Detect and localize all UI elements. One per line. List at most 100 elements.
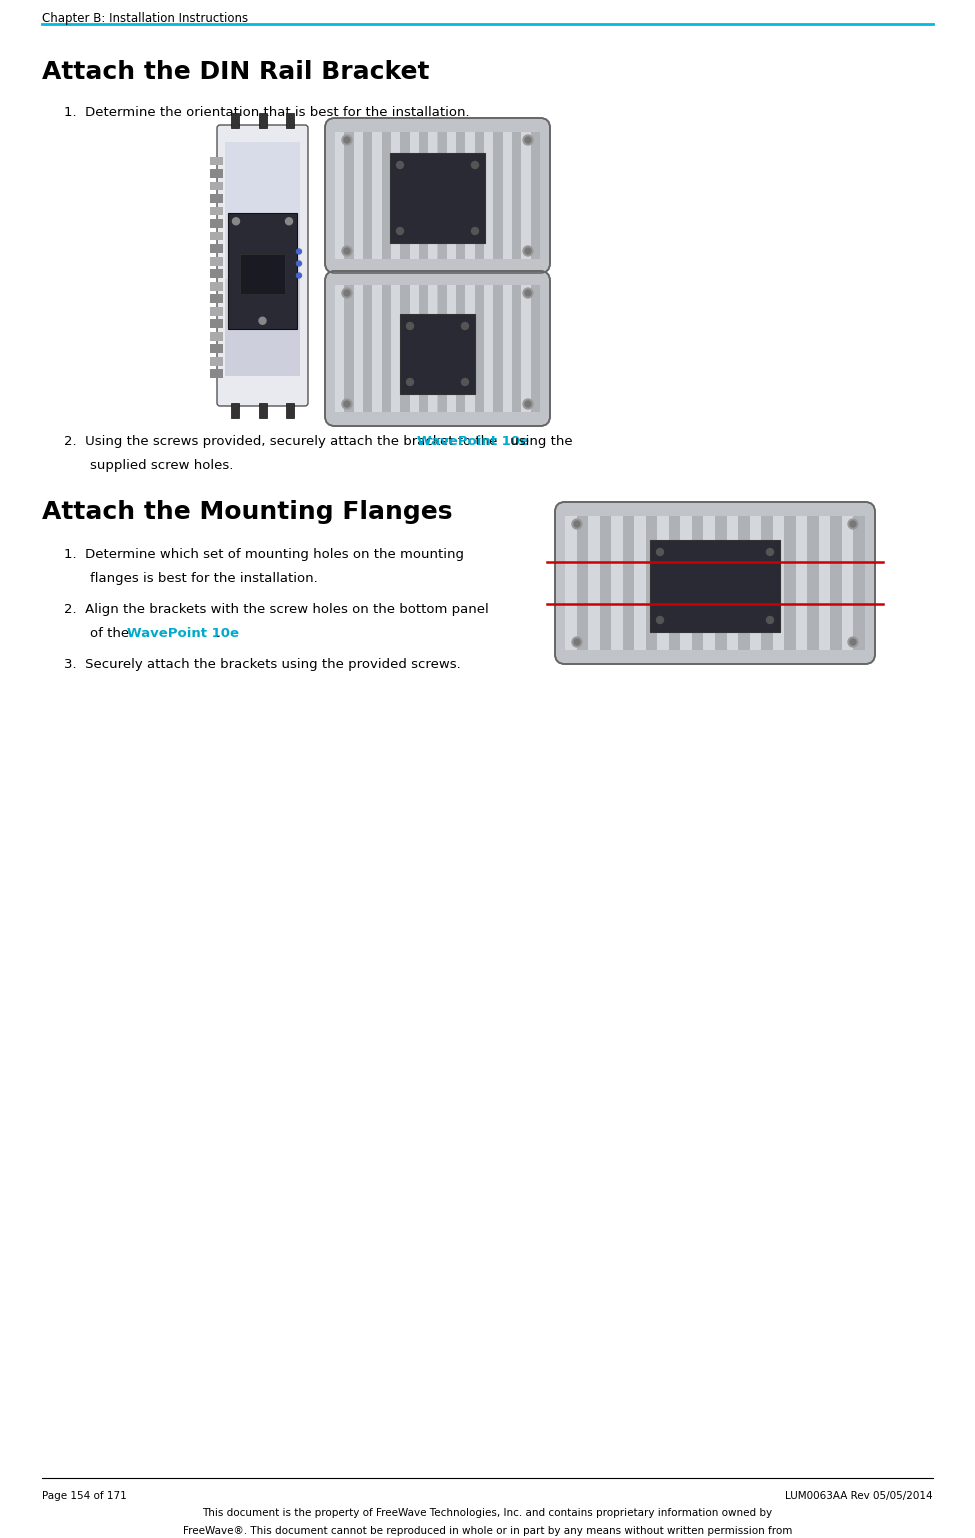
Bar <box>228 214 297 329</box>
Ellipse shape <box>572 637 582 647</box>
Ellipse shape <box>397 161 404 169</box>
Bar <box>650 540 780 632</box>
Bar <box>475 285 485 412</box>
Ellipse shape <box>407 323 413 329</box>
Bar <box>210 320 223 328</box>
Bar <box>773 517 784 651</box>
Bar <box>428 285 438 412</box>
Bar <box>410 285 419 412</box>
Bar <box>210 269 223 278</box>
Ellipse shape <box>461 323 469 329</box>
Bar <box>210 232 223 240</box>
Ellipse shape <box>574 638 580 644</box>
Bar <box>354 132 363 258</box>
Bar <box>512 132 522 258</box>
Bar <box>645 517 657 651</box>
Bar <box>258 112 266 128</box>
Bar <box>784 517 796 651</box>
Bar <box>372 132 381 258</box>
Ellipse shape <box>344 401 350 408</box>
FancyBboxPatch shape <box>325 271 550 426</box>
Bar <box>456 285 465 412</box>
Ellipse shape <box>656 549 664 555</box>
Ellipse shape <box>342 398 352 409</box>
Bar <box>669 517 681 651</box>
Ellipse shape <box>472 228 479 234</box>
FancyBboxPatch shape <box>325 118 550 274</box>
Ellipse shape <box>296 249 301 254</box>
Ellipse shape <box>523 398 533 409</box>
Bar <box>419 132 428 258</box>
Text: Chapter B: Installation Instructions: Chapter B: Installation Instructions <box>42 12 248 25</box>
Bar <box>381 285 391 412</box>
Bar <box>681 517 692 651</box>
Bar <box>657 517 669 651</box>
Ellipse shape <box>848 518 858 529</box>
Text: .: . <box>215 626 220 640</box>
Bar <box>354 285 363 412</box>
Ellipse shape <box>344 137 350 143</box>
Text: 1.  Determine which set of mounting holes on the mounting: 1. Determine which set of mounting holes… <box>64 548 464 561</box>
Ellipse shape <box>766 549 773 555</box>
Bar <box>600 517 611 651</box>
Bar <box>372 285 381 412</box>
Ellipse shape <box>572 518 582 529</box>
Ellipse shape <box>850 521 856 528</box>
FancyBboxPatch shape <box>555 501 875 664</box>
Bar <box>485 132 493 258</box>
Bar <box>210 308 223 315</box>
Bar <box>363 285 372 412</box>
Bar <box>210 181 223 191</box>
Bar <box>522 132 530 258</box>
FancyBboxPatch shape <box>217 125 308 406</box>
Bar <box>210 206 223 215</box>
Ellipse shape <box>525 291 531 295</box>
Bar <box>225 141 300 280</box>
Bar <box>796 517 807 651</box>
Bar <box>335 132 344 258</box>
Ellipse shape <box>342 246 352 255</box>
Ellipse shape <box>344 248 350 254</box>
Bar <box>465 285 475 412</box>
Bar <box>750 517 761 651</box>
Bar <box>692 517 703 651</box>
Bar <box>390 152 485 243</box>
Ellipse shape <box>286 218 292 225</box>
Bar <box>475 132 485 258</box>
Ellipse shape <box>232 218 240 225</box>
Text: using the: using the <box>505 435 572 448</box>
Bar <box>831 517 842 651</box>
Bar <box>493 285 503 412</box>
Bar <box>761 517 773 651</box>
Bar <box>400 132 410 258</box>
Ellipse shape <box>525 248 531 254</box>
Ellipse shape <box>296 261 301 266</box>
Bar <box>715 517 726 651</box>
Bar <box>623 517 634 651</box>
Text: Attach the DIN Rail Bracket: Attach the DIN Rail Bracket <box>42 60 430 85</box>
Bar <box>400 314 475 394</box>
Bar <box>381 132 391 258</box>
Ellipse shape <box>397 228 404 234</box>
Text: FreeWave®. This document cannot be reproduced in whole or in part by any means w: FreeWave®. This document cannot be repro… <box>183 1526 792 1536</box>
Ellipse shape <box>342 135 352 145</box>
Bar <box>512 285 522 412</box>
Text: Page 154 of 171: Page 154 of 171 <box>42 1490 127 1501</box>
Bar <box>503 285 512 412</box>
Ellipse shape <box>344 291 350 295</box>
Bar <box>410 132 419 258</box>
Text: flanges is best for the installation.: flanges is best for the installation. <box>90 572 318 584</box>
Bar <box>456 132 465 258</box>
Ellipse shape <box>574 521 580 528</box>
Bar <box>588 517 600 651</box>
Bar <box>231 112 239 128</box>
Bar <box>819 517 831 651</box>
Bar <box>842 517 853 651</box>
Bar <box>258 403 266 418</box>
Bar <box>231 403 239 418</box>
Bar <box>210 157 223 165</box>
Ellipse shape <box>848 637 858 647</box>
Bar <box>344 132 354 258</box>
Bar <box>344 285 354 412</box>
Bar <box>438 132 447 258</box>
